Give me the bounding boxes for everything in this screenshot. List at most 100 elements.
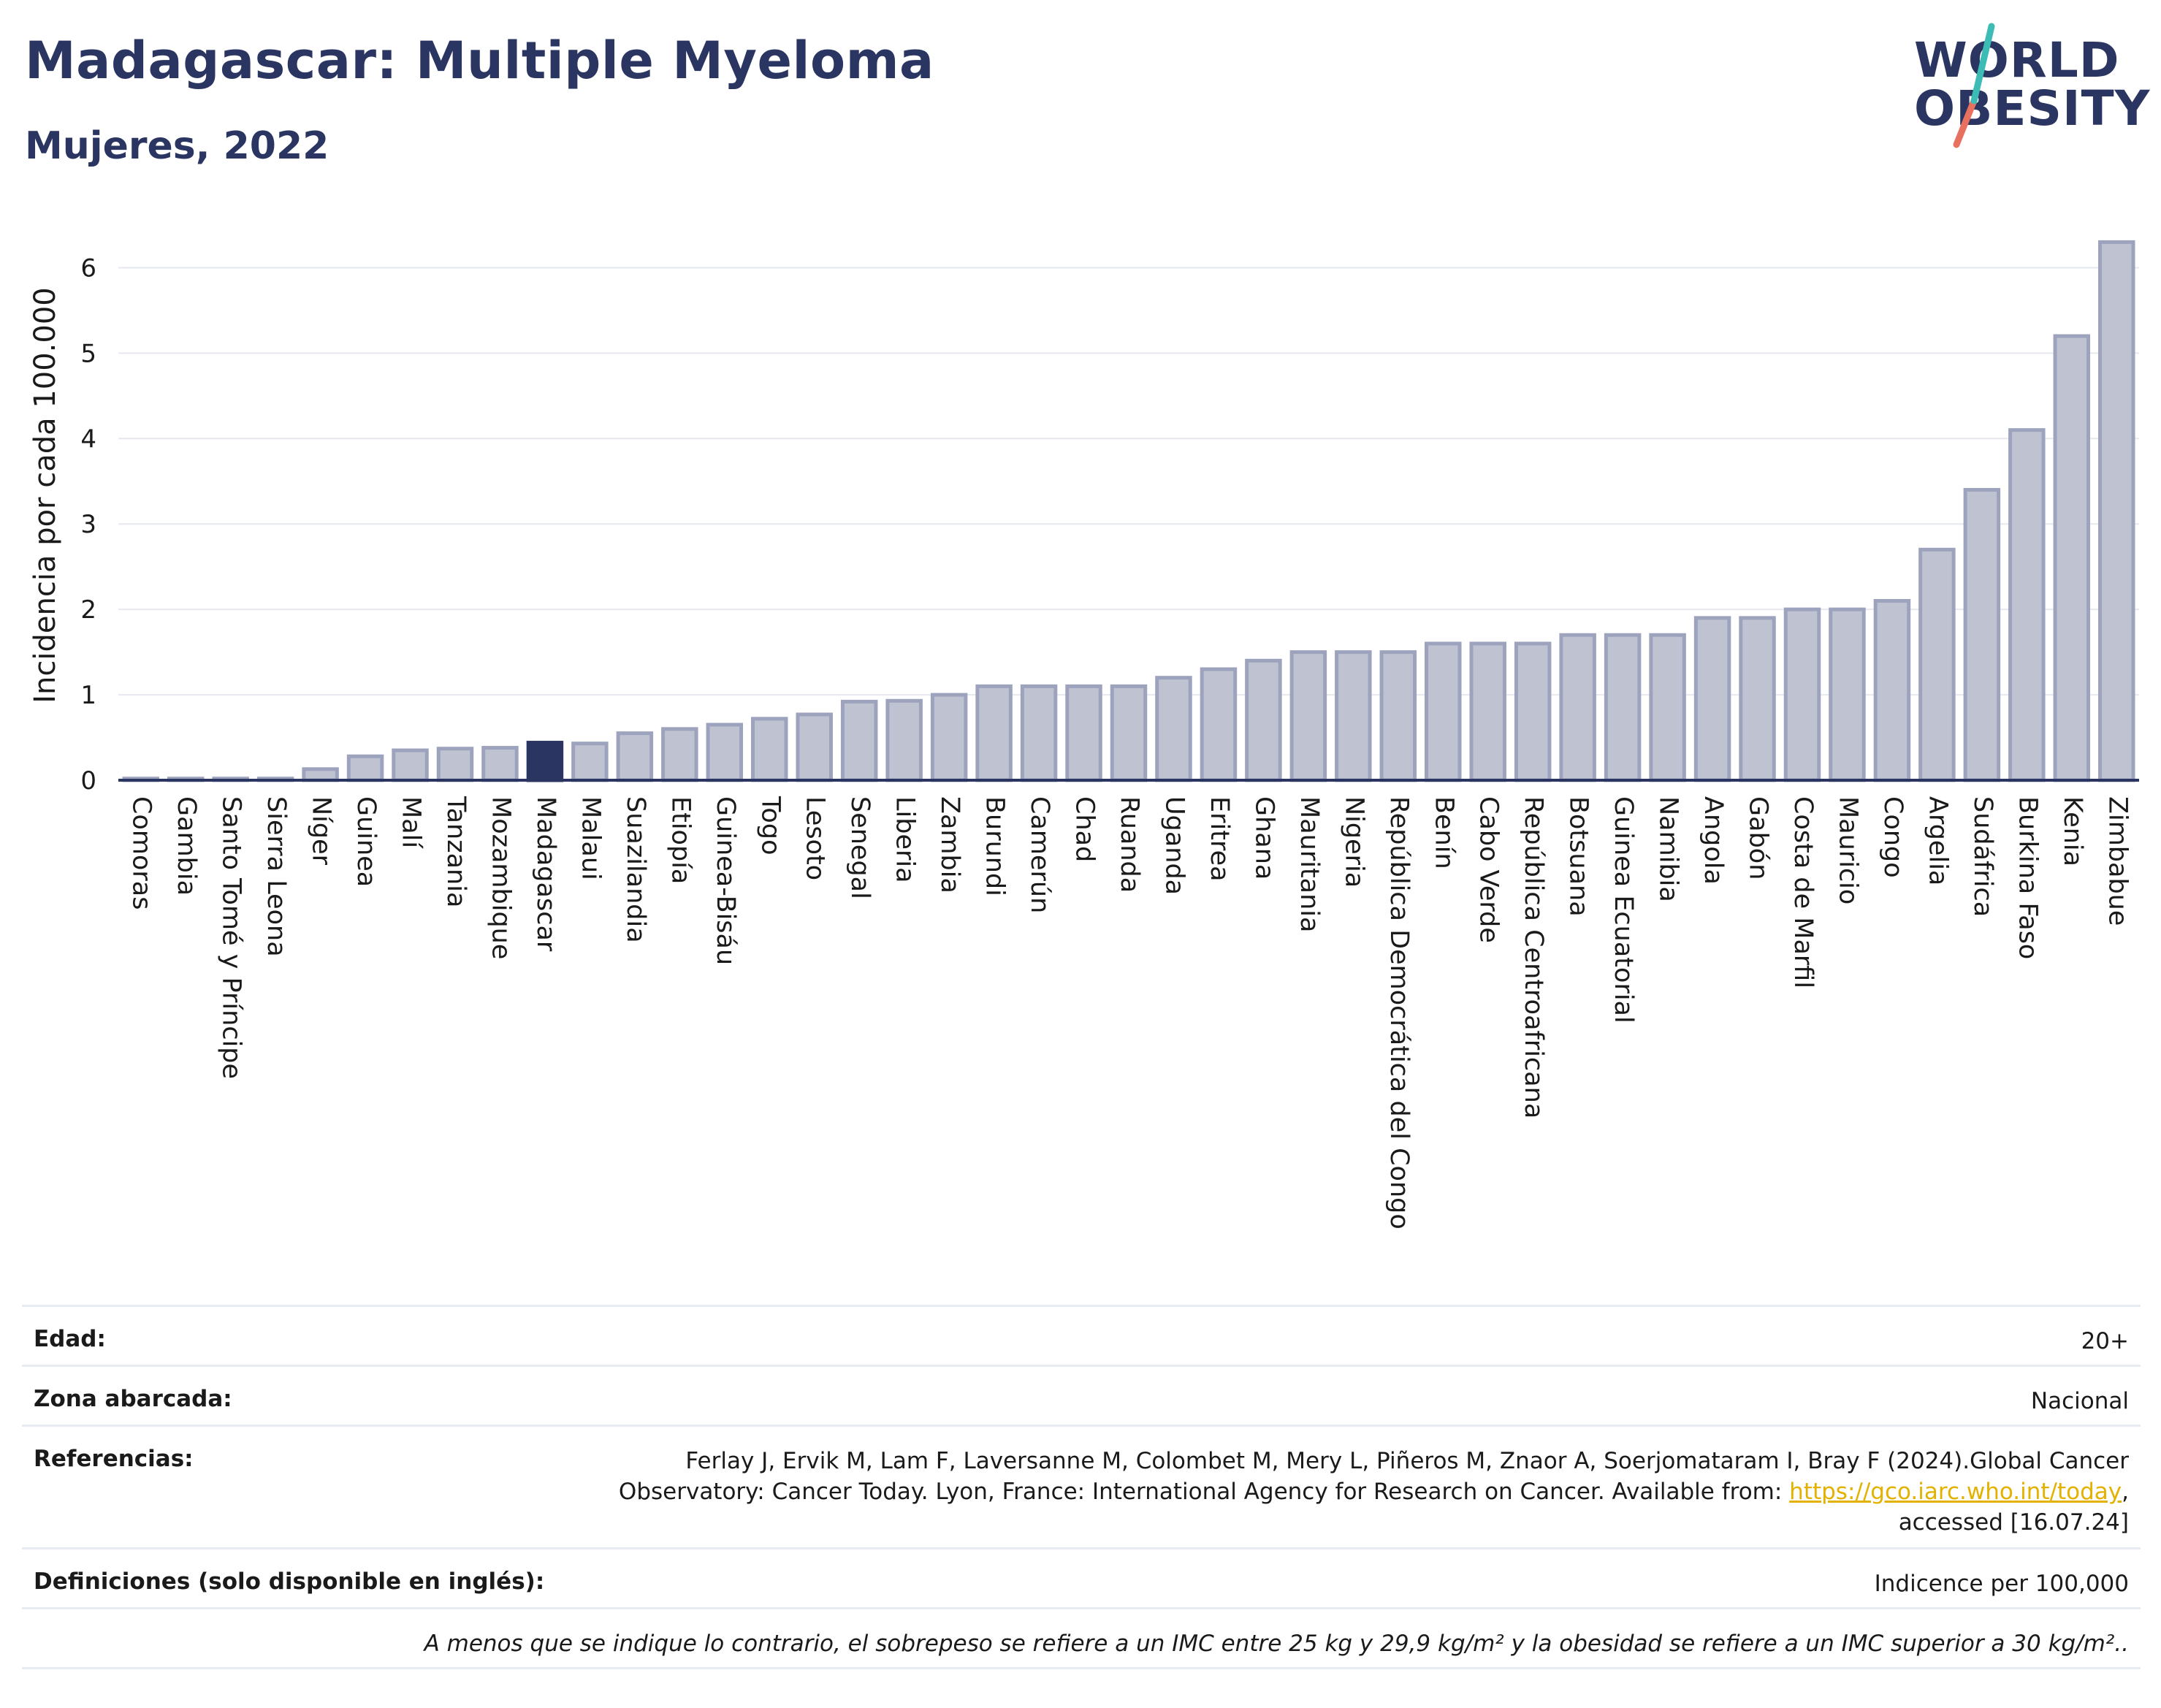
x-tick-label: Zambia <box>935 796 964 893</box>
x-tick-label: Namibia <box>1654 796 1683 902</box>
x-tick-label: Costa de Marfil <box>1788 796 1818 988</box>
logo-line-1: WORLD <box>1914 32 2120 88</box>
references-value: Ferlay J, Ervik M, Lam F, Laversanne M, … <box>619 1446 2129 1538</box>
meta-row-footnote: A menos que se indique lo contrario, el … <box>22 1607 2141 1667</box>
x-tick-label: Benín <box>1429 796 1458 869</box>
zone-label: Zona abarcada: <box>34 1386 232 1412</box>
bar <box>840 699 878 782</box>
bar <box>481 746 519 782</box>
x-tick-label: Nigeria <box>1339 796 1368 888</box>
bar <box>1739 616 1776 782</box>
bar <box>1514 641 1552 782</box>
bar <box>1918 547 1956 782</box>
bar-chart: 0 1 2 3 4 5 6 Incidencia por cada 100.000 Comora… <box>28 240 2139 1229</box>
x-tick-label: Sierra Leona <box>262 796 291 957</box>
x-tick-label: Guinea <box>351 796 381 887</box>
age-value: 20+ <box>2081 1328 2129 1354</box>
y-tick-label: 6 <box>80 253 96 283</box>
bar <box>346 754 384 782</box>
references-label: Referencias: <box>34 1446 194 1472</box>
references-line-2-end: , <box>2122 1479 2129 1505</box>
bar <box>1335 650 1372 782</box>
bar <box>1829 607 1866 782</box>
metadata-table: Edad: 20+ Zona abarcada: Nacional Refere… <box>22 1305 2141 1669</box>
bar <box>975 684 1013 782</box>
x-tick-label: Kenia <box>2058 796 2087 866</box>
x-tick-label: Argelia <box>1923 796 1952 885</box>
bar <box>2053 334 2091 782</box>
bar <box>1110 684 1148 782</box>
age-label: Edad: <box>34 1326 106 1352</box>
references-line-1: Ferlay J, Ervik M, Lam F, Laversanne M, … <box>685 1448 2129 1474</box>
bar <box>1020 684 1058 782</box>
y-axis-label: Incidencia por cada 100.000 <box>28 287 62 704</box>
bar <box>661 727 698 782</box>
x-tick-label: Guinea-Bisáu <box>711 796 740 965</box>
bar <box>706 723 744 782</box>
references-line-3: accessed [16.07.24] <box>1898 1509 2129 1536</box>
x-tick-label: Níger <box>307 796 336 866</box>
x-tick-label: Cabo Verde <box>1474 796 1503 943</box>
bar <box>2098 240 2135 782</box>
bar <box>1155 676 1192 782</box>
x-tick-label: Lesoto <box>801 796 830 880</box>
x-tick-label: Gambia <box>172 796 201 896</box>
bar <box>885 698 923 782</box>
y-tick-label: 5 <box>80 339 96 368</box>
logo-line-2: OBESITY <box>1914 80 2151 137</box>
bar <box>302 767 339 782</box>
x-tick-label: República Centroafricana <box>1519 796 1548 1118</box>
bar <box>1649 633 1686 782</box>
bar <box>1873 598 1911 782</box>
bar <box>751 717 788 782</box>
x-tick-label: Comoras <box>127 796 156 910</box>
bar <box>2008 428 2046 782</box>
x-tick-label: Angola <box>1699 796 1728 885</box>
logo-slash-icon <box>1953 23 1995 148</box>
bar <box>1200 667 1238 782</box>
definitions-label: Definiciones (solo disponible en inglés)… <box>34 1568 545 1595</box>
bar <box>1963 487 2001 782</box>
meta-row-zone: Zona abarcada: Nacional <box>22 1365 2141 1425</box>
x-tick-label: Malí <box>397 796 426 849</box>
bar <box>796 712 833 782</box>
x-tick-label: Burkina Faso <box>2013 796 2042 959</box>
x-tick-label: Senegal <box>845 796 874 899</box>
y-tick-label: 0 <box>80 766 96 796</box>
table-bottom-rule <box>22 1667 2141 1669</box>
meta-row-references: Referencias: Ferlay J, Ervik M, Lam F, L… <box>22 1425 2141 1547</box>
bar <box>1469 641 1506 782</box>
x-tick-label: Santo Tomé y Príncipe <box>217 796 246 1079</box>
footnote: A menos que se indique lo contrario, el … <box>424 1631 2129 1657</box>
world-obesity-logo: WORLD OBESITY <box>1899 20 2151 152</box>
x-tick-label: Uganda <box>1159 796 1189 895</box>
x-tick-label: Burundi <box>980 796 1010 896</box>
x-tick-label: Guinea Ecuatorial <box>1609 796 1638 1023</box>
x-tick-label: Congo <box>1878 796 1907 878</box>
x-tick-label: Mozambique <box>486 796 515 959</box>
x-tick-label: Eritrea <box>1205 796 1234 882</box>
zone-value: Nacional <box>2030 1388 2129 1414</box>
bar <box>526 741 564 782</box>
bar <box>392 748 429 782</box>
page-title: Madagascar: Multiple Myeloma <box>25 31 934 91</box>
x-tick-label: Camerún <box>1025 796 1054 913</box>
page-subtitle: Mujeres, 2022 <box>25 124 329 168</box>
bar <box>571 741 609 782</box>
x-tick-label: Togo <box>755 796 785 855</box>
references-link[interactable]: https://gco.iarc.who.int/today <box>1789 1479 2122 1505</box>
x-tick-label: Mauricio <box>1833 796 1862 904</box>
definitions-value: Indicence per 100,000 <box>1874 1571 2129 1597</box>
x-tick-label: Sudáfrica <box>1968 796 1997 917</box>
x-tick-label: Suazilandia <box>621 796 650 943</box>
bar <box>1245 658 1282 782</box>
y-tick-label: 1 <box>80 681 96 710</box>
x-tick-label: Gabón <box>1744 796 1773 880</box>
y-tick-label: 2 <box>80 595 96 625</box>
x-tick-label: Ruanda <box>1115 796 1144 893</box>
bar <box>1289 650 1327 782</box>
x-tick-label: República Democrática del Congo <box>1384 796 1414 1229</box>
bar <box>616 731 654 782</box>
x-tick-label: Tanzania <box>441 796 470 907</box>
bar <box>1425 641 1462 782</box>
